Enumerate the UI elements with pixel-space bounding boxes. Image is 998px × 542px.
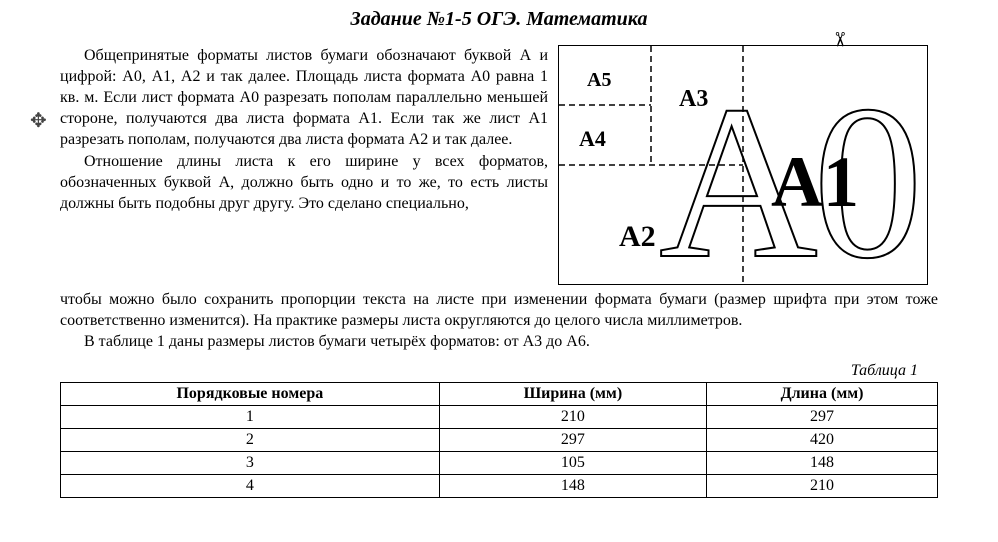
cell: 297: [439, 429, 706, 452]
col-header-0: Порядковые номера: [61, 383, 440, 406]
table-header-row: Порядковые номера Ширина (мм) Длина (мм): [61, 383, 938, 406]
paragraph-2b: чтобы можно было сохранить пропорции тек…: [60, 291, 938, 329]
cell: 297: [707, 406, 938, 429]
table-row: 2 297 420: [61, 429, 938, 452]
table-head: Порядковые номера Ширина (мм) Длина (мм): [61, 383, 938, 406]
cell: 4: [61, 475, 440, 498]
page: ✥ Задание №1-5 ОГЭ. Математика Общеприня…: [0, 0, 998, 542]
page-title: Задание №1-5 ОГЭ. Математика: [60, 8, 938, 31]
cell: 105: [439, 452, 706, 475]
size-table: Порядковые номера Ширина (мм) Длина (мм)…: [60, 382, 938, 498]
col-header-2: Длина (мм): [707, 383, 938, 406]
col-header-1: Ширина (мм): [439, 383, 706, 406]
cell: 148: [439, 475, 706, 498]
svg-text:A3: A3: [679, 86, 708, 112]
table-body: 1 210 297 2 297 420 3 105 148 4 148 210: [61, 406, 938, 498]
paragraph-1: Общепринятые форматы листов бумаги обозн…: [60, 45, 548, 151]
cell: 3: [61, 452, 440, 475]
cell: 420: [707, 429, 938, 452]
figure-column: ✂ A 0 A1 A2: [558, 45, 938, 285]
body-wrap: Общепринятые форматы листов бумаги обозн…: [60, 45, 938, 285]
table-row: 3 105 148: [61, 452, 938, 475]
diagram-svg: A 0 A1 A2 A3 A4 A5: [559, 46, 927, 284]
text-full-width: чтобы можно было сохранить пропорции тек…: [60, 289, 938, 352]
paragraph-2a: Отношение длины листа к его ширине у все…: [60, 151, 548, 214]
svg-text:A2: A2: [619, 220, 656, 253]
paper-diagram: A 0 A1 A2 A3 A4 A5: [558, 45, 928, 285]
paragraph-1-text: Общепринятые форматы листов бумаги обозн…: [60, 47, 548, 148]
text-column-left: Общепринятые форматы листов бумаги обозн…: [60, 45, 548, 214]
paragraph-3: В таблице 1 даны размеры листов бумаги ч…: [60, 331, 938, 352]
svg-text:A5: A5: [587, 69, 611, 91]
svg-text:A1: A1: [771, 142, 859, 222]
cell: 2: [61, 429, 440, 452]
table-row: 1 210 297: [61, 406, 938, 429]
cell: 210: [707, 475, 938, 498]
cell: 148: [707, 452, 938, 475]
cursor-icon: ✥: [30, 108, 47, 133]
cell: 1: [61, 406, 440, 429]
table-caption: Таблица 1: [60, 362, 938, 380]
table-row: 4 148 210: [61, 475, 938, 498]
cell: 210: [439, 406, 706, 429]
svg-text:A4: A4: [579, 126, 606, 151]
